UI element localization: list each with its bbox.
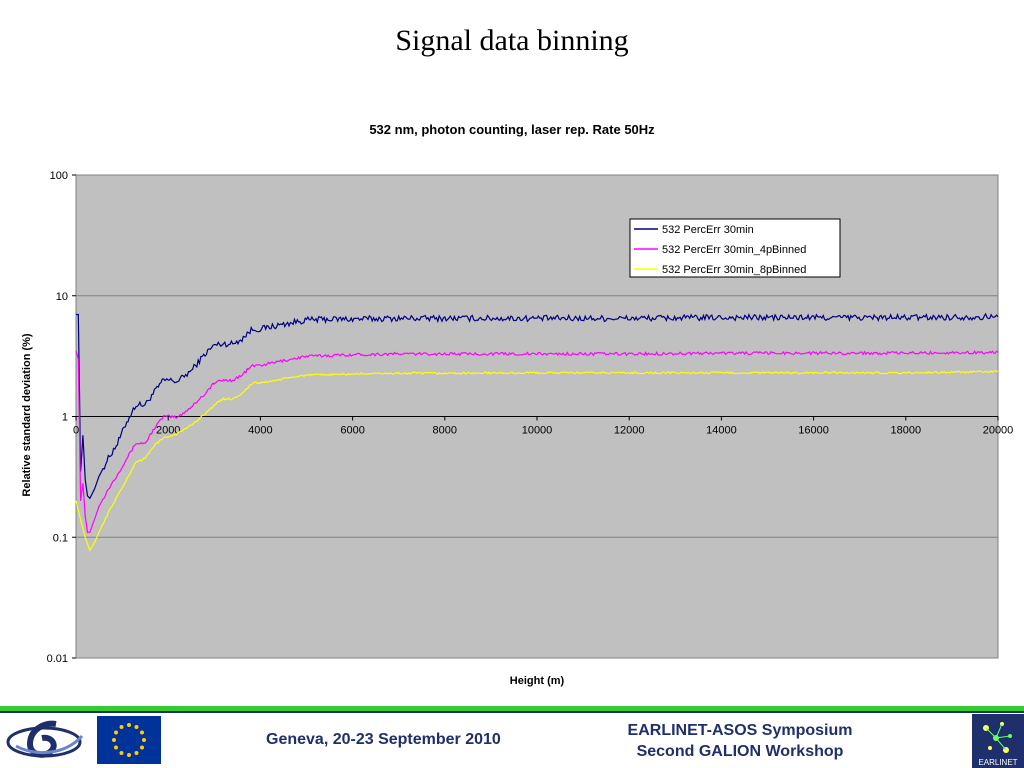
series-line <box>75 370 999 552</box>
eu-star <box>134 725 139 729</box>
legend-label: 532 PercErr 30min_4pBinned <box>662 244 806 256</box>
legend-label: 532 PercErr 30min <box>662 224 754 236</box>
series-layer <box>75 312 999 552</box>
x-tick-label: 6000 <box>340 425 364 437</box>
line-chart: 532 nm, photon counting, laser rep. Rate… <box>21 122 1014 687</box>
eu-star <box>134 751 139 755</box>
chart-legend: 532 PercErr 30min 532 PercErr 30min_4pBin… <box>629 218 841 278</box>
eu-star <box>112 738 116 742</box>
slide-title: Signal data binning <box>395 24 629 57</box>
y-axis: 100 10 1 0.1 0.01 <box>47 170 76 665</box>
x-tick-label: 16000 <box>798 425 829 437</box>
y-tick-label: 100 <box>50 170 68 182</box>
x-tick-label: 14000 <box>706 425 737 437</box>
earlinet-logo-text: EARLINET <box>978 758 1017 767</box>
eu-star <box>140 745 144 750</box>
eu-star <box>114 745 118 750</box>
eu-star <box>119 751 124 755</box>
eu-flag-icon <box>97 716 161 764</box>
x-axis-label: Height (m) <box>510 675 565 687</box>
footer-rule-green <box>0 706 1024 711</box>
footer-event-line2: Second GALION Workshop <box>636 743 844 760</box>
eu-star <box>142 738 146 742</box>
x-tick-label: 12000 <box>614 425 645 437</box>
chart-title: 532 nm, photon counting, laser rep. Rate… <box>369 122 655 137</box>
footer-rule-blue <box>0 711 1024 713</box>
x-tick-label: 2000 <box>156 425 180 437</box>
eu-star <box>119 725 124 729</box>
x-tick-label: 10000 <box>522 425 553 437</box>
y-tick-label: 0.01 <box>47 653 68 665</box>
x-tick-label: 4000 <box>248 425 272 437</box>
footer-venue: Geneva, 20-23 September 2010 <box>266 731 501 748</box>
footer-event-line1: EARLINET-ASOS Symposium <box>627 722 853 739</box>
series-line <box>76 312 999 500</box>
x-tick-label: 8000 <box>433 425 457 437</box>
sixth-framework-logo <box>6 720 84 758</box>
x-tick-label: 20000 <box>983 425 1014 437</box>
x-tick-label: 0 <box>73 425 79 437</box>
eu-star <box>114 730 118 735</box>
y-tick-label: 1 <box>62 412 68 424</box>
y-tick-label: 10 <box>56 291 68 303</box>
eu-star <box>127 753 131 757</box>
legend-label: 532 PercErr 30min_8pBinned <box>662 264 806 276</box>
y-axis-label: Relative standard deviation (%) <box>21 333 33 497</box>
x-axis: 0 2000 4000 6000 8000 10000 12000 14000 16000 180… <box>73 416 1014 437</box>
x-tick-label: 18000 <box>891 425 922 437</box>
y-tick-label: 0.1 <box>53 532 68 544</box>
earlinet-logo: EARLINET <box>972 714 1024 768</box>
legend-box <box>629 218 841 278</box>
eu-star <box>127 723 131 727</box>
series-line <box>75 349 999 533</box>
footer-event: EARLINET-ASOS Symposium Second GALION Wo… <box>590 720 890 762</box>
eu-star <box>140 730 144 735</box>
